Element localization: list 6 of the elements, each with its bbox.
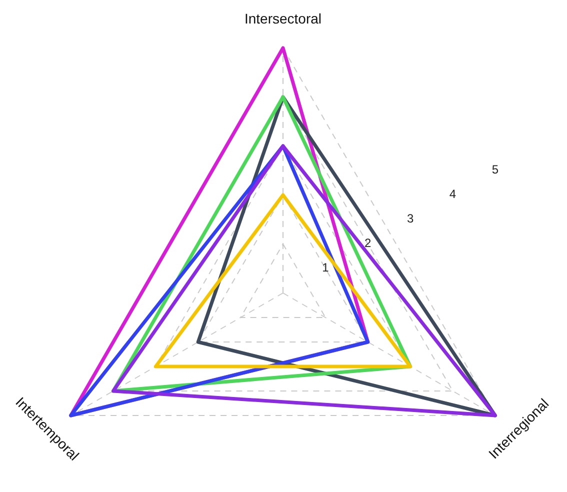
y-tick-label: 4 [449,187,456,202]
y-tick-label: 1 [322,260,330,275]
y-tick-label: 3 [406,212,414,226]
y-tick-label: 2 [364,236,372,250]
spoke-label: Intersectoral [244,10,322,27]
y-tick-label: 5 [492,162,499,177]
